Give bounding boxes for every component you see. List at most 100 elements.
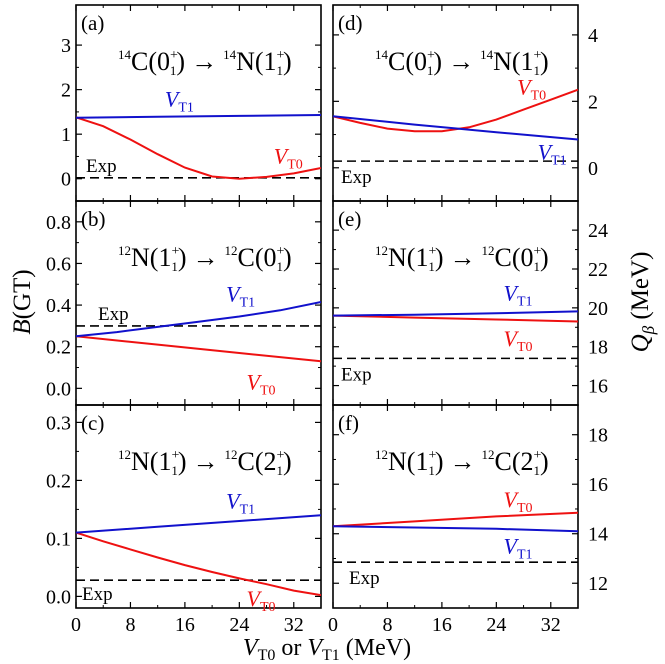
series-label: VT1 — [504, 534, 533, 563]
y-title-unit: (MeV) — [627, 252, 654, 326]
series-label: VT1 — [165, 87, 194, 116]
transition-label: 12N(1+ 1) → 12C(0+ 1) — [118, 243, 292, 274]
state-index: 1 — [427, 63, 434, 78]
x-tick-label: 24 — [486, 614, 506, 636]
parity: + — [277, 448, 285, 463]
panel-tag: (e) — [338, 207, 361, 231]
panel-tag: (d) — [338, 11, 363, 35]
spin: 0 — [264, 243, 277, 272]
y-tick-label: 0 — [61, 169, 71, 191]
mass-number: 14 — [223, 47, 237, 62]
series-line-VT1 — [333, 525, 578, 533]
x-title-sub: T0 — [258, 647, 276, 664]
y-tick-label: 0.0 — [46, 378, 71, 400]
series-label-main: V — [517, 75, 533, 100]
spin: 0 — [521, 243, 534, 272]
y-tick-label: 0.0 — [46, 586, 71, 608]
y-tick-label: 0.2 — [46, 470, 71, 492]
series-label-main: V — [247, 586, 263, 611]
x-title-sub: T1 — [322, 647, 340, 664]
series-label: VT0 — [517, 75, 546, 104]
y-axis-title-right: Qβ (MeV) — [627, 252, 658, 353]
y-title-q: Q — [627, 334, 654, 352]
exp-label: Exp — [86, 156, 117, 177]
exp-label: Exp — [349, 568, 380, 589]
parity: + — [277, 244, 285, 259]
series-label: VT1 — [504, 281, 533, 310]
y-tick-label: 18 — [588, 425, 608, 447]
spin: 1 — [415, 447, 428, 476]
y-tick-label: 1 — [61, 124, 71, 146]
series-label-main: V — [504, 281, 520, 306]
panel-frame — [75, 404, 322, 609]
y-tick-label: 0.8 — [46, 212, 71, 234]
x-tick-label: 8 — [125, 614, 135, 636]
element: N — [388, 243, 407, 272]
element: C — [495, 447, 512, 476]
series-line-VT1 — [333, 115, 578, 141]
series-label-sub: T0 — [517, 340, 533, 355]
spin: 1 — [158, 243, 171, 272]
y-tick-label: 14 — [588, 524, 608, 546]
mass-number: 14 — [375, 47, 389, 62]
arrow: → — [450, 447, 476, 476]
element: N — [388, 447, 407, 476]
y-tick-label: 2 — [588, 91, 598, 113]
panel-tag: (c) — [81, 411, 104, 435]
y-title-b: B — [9, 319, 36, 334]
paren: ) — [435, 243, 444, 272]
series-label-sub: T1 — [517, 548, 533, 563]
series-label-main: V — [274, 143, 290, 168]
series-line-VT1 — [76, 514, 321, 534]
element: N — [131, 447, 150, 476]
mass-number: 12 — [482, 243, 495, 258]
series-label-main: V — [504, 487, 520, 512]
y-tick-label: 22 — [588, 259, 608, 281]
transition-label: 12N(1+ 1) → 12C(0+ 1) — [375, 243, 549, 274]
parity: + — [428, 448, 436, 463]
y-axis-title-left: B(GT) — [9, 269, 36, 334]
series-label: VT0 — [274, 143, 303, 172]
element: C — [238, 447, 255, 476]
x-axis-title: VT0 or VT1 (MeV) — [243, 635, 411, 664]
x-title-v: V — [307, 635, 324, 661]
series-label-sub: T1 — [178, 101, 194, 116]
series-label-sub: T0 — [260, 600, 276, 615]
y-tick-label: 16 — [588, 376, 608, 398]
series-label: VT0 — [247, 370, 276, 399]
exp-label: Exp — [341, 364, 372, 385]
arrow: → — [450, 243, 476, 272]
x-tick-label: 0 — [71, 614, 81, 636]
x-tick-label: 16 — [432, 614, 452, 636]
x-title-unit: (MeV) — [340, 635, 411, 661]
paren: ) — [433, 47, 442, 76]
series-label: VT0 — [504, 487, 533, 516]
series-line-VT0 — [333, 511, 578, 528]
mass-number: 14 — [118, 47, 132, 62]
spin: 1 — [158, 447, 171, 476]
panel-tag: (f) — [338, 411, 359, 435]
spin: 2 — [521, 447, 534, 476]
paren: ) — [176, 47, 185, 76]
element: C — [238, 243, 255, 272]
x-tick-label: 16 — [175, 614, 195, 636]
element: C — [495, 243, 512, 272]
state-index: 1 — [428, 463, 435, 478]
y-tick-label: 0.6 — [46, 253, 71, 275]
series-label-main: V — [165, 87, 181, 112]
spin: 2 — [264, 447, 277, 476]
paren: ( — [148, 47, 157, 76]
series-line-VT1 — [76, 114, 321, 119]
series-label: VT1 — [226, 489, 255, 518]
x-tick-label: 32 — [284, 614, 304, 636]
element: C — [131, 47, 148, 76]
state-index: 1 — [171, 259, 178, 274]
parity: + — [170, 48, 178, 63]
state-index: 1 — [276, 63, 283, 78]
series-label-sub: T0 — [531, 89, 547, 104]
series-label: VT1 — [538, 140, 567, 169]
paren: ) — [283, 47, 292, 76]
